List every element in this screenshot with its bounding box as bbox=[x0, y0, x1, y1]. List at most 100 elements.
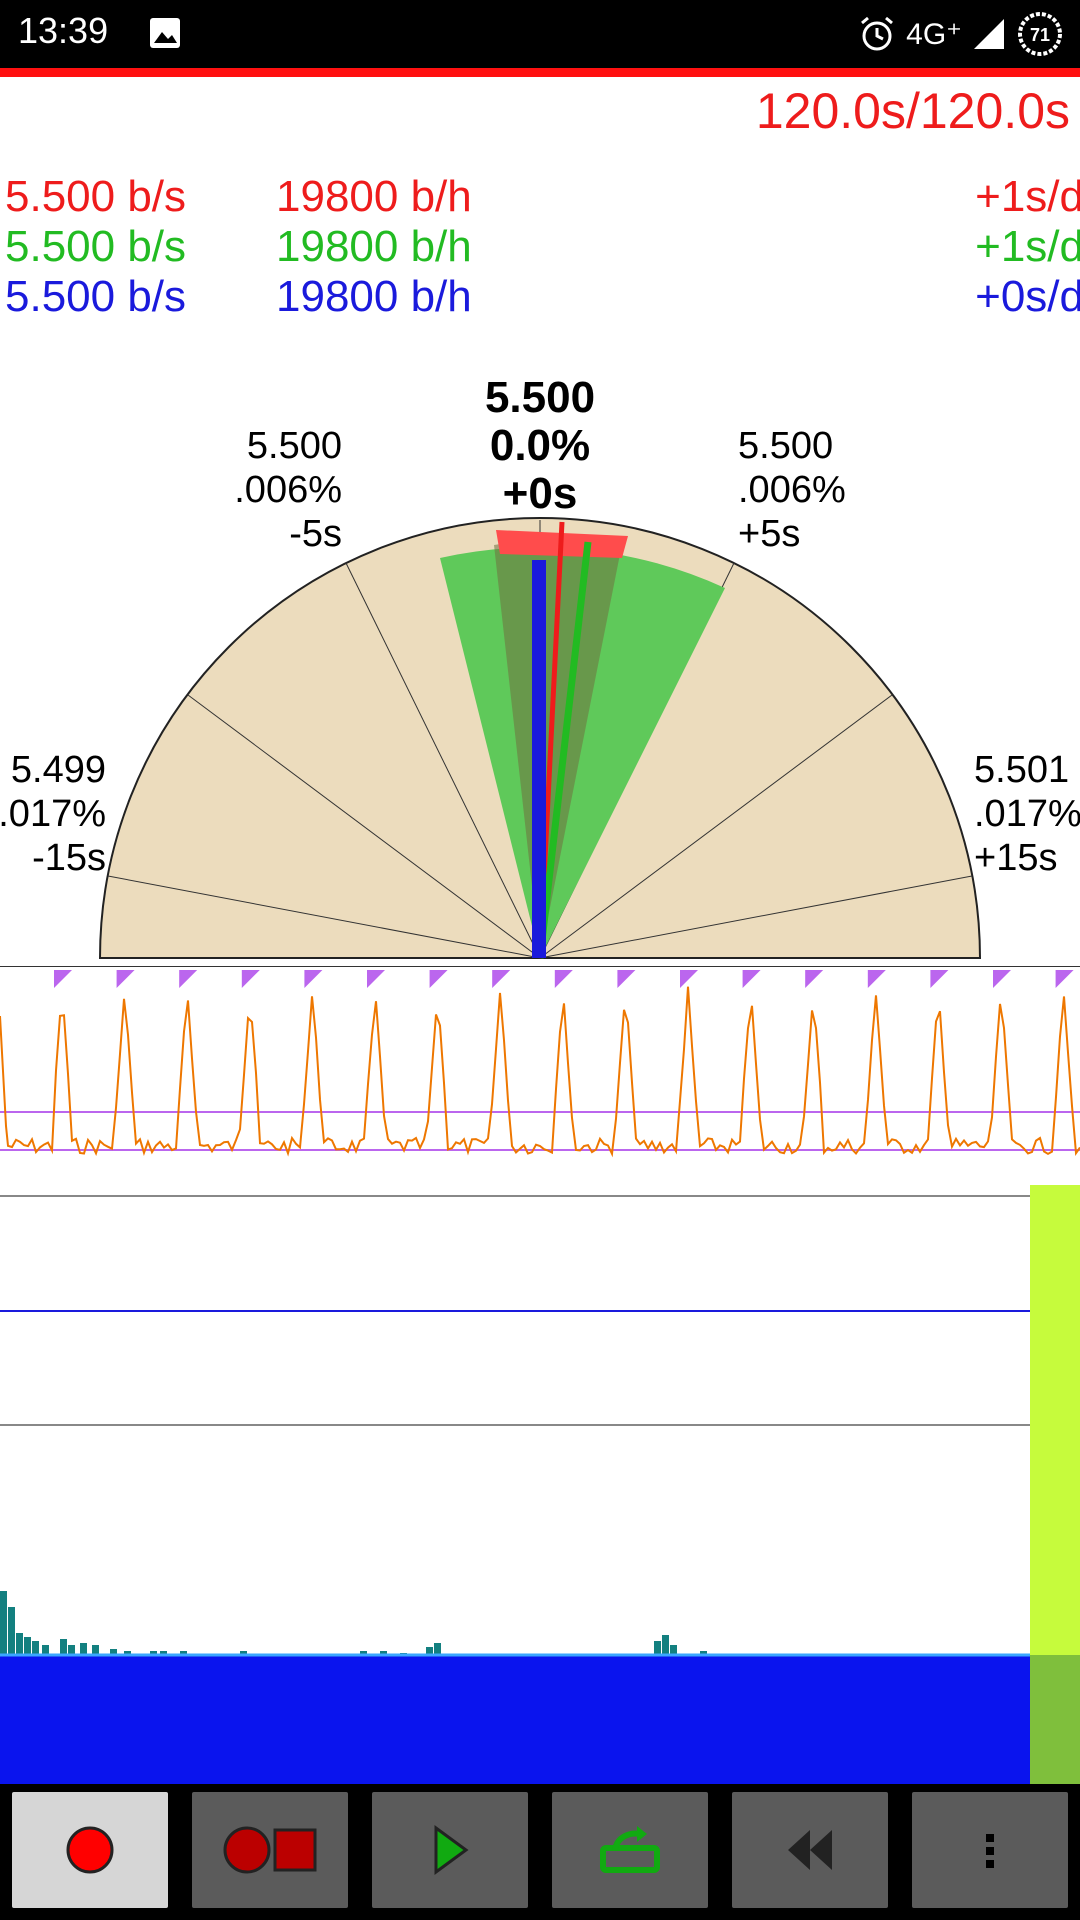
history-panel bbox=[0, 1185, 1080, 1785]
beats-per-second: 5.500 b/s bbox=[5, 172, 187, 221]
rate-row: 5.500 b/s 19800 b/h +0s/d bbox=[0, 272, 1080, 322]
image-notification-icon bbox=[150, 18, 180, 48]
beat-marker bbox=[179, 970, 198, 988]
side-indicator-low bbox=[1030, 1655, 1080, 1785]
record-icon bbox=[66, 1826, 114, 1874]
dial-right-mid-pct: .006% bbox=[738, 469, 846, 511]
beats-per-hour: 19800 b/h bbox=[276, 222, 472, 271]
dial-center-value: 5.500 bbox=[485, 373, 595, 422]
beat-marker bbox=[492, 970, 511, 988]
export-button[interactable] bbox=[552, 1792, 708, 1908]
battery-level: 71 bbox=[1030, 25, 1050, 45]
dial-right-mid-value: 5.500 bbox=[738, 425, 833, 467]
histogram-bar bbox=[80, 1643, 87, 1655]
more-icon bbox=[986, 1834, 994, 1868]
dial-right-low-offset: +15s bbox=[974, 837, 1057, 879]
histogram-bar bbox=[110, 1649, 117, 1655]
beat-marker bbox=[367, 970, 385, 988]
record-stop-button[interactable] bbox=[192, 1792, 348, 1908]
rewind-button[interactable] bbox=[732, 1792, 888, 1908]
histogram-bar bbox=[24, 1637, 31, 1655]
seconds-per-day: +1s/d bbox=[975, 222, 1080, 271]
histogram-bar bbox=[124, 1651, 131, 1655]
timer-progress-line bbox=[0, 68, 1080, 77]
status-time: 13:39 bbox=[18, 10, 109, 51]
beats-per-hour: 19800 b/h bbox=[276, 172, 472, 221]
histogram-bar bbox=[0, 1591, 7, 1655]
beat-marker bbox=[116, 970, 135, 988]
histogram-bar bbox=[150, 1651, 157, 1655]
rate-row: 5.500 b/s 19800 b/h +1s/d bbox=[0, 222, 1080, 272]
seconds-per-day: +1s/d bbox=[975, 172, 1080, 221]
more-button[interactable] bbox=[912, 1792, 1068, 1908]
beat-marker bbox=[241, 970, 260, 988]
histogram-bar bbox=[670, 1645, 677, 1655]
export-icon bbox=[600, 1826, 660, 1873]
beats-per-hour: 19800 b/h bbox=[276, 272, 472, 321]
histogram-bar bbox=[240, 1651, 247, 1655]
record-button[interactable] bbox=[12, 1792, 168, 1908]
rate-list: 5.500 b/s 19800 b/h +1s/d 5.500 b/s 1980… bbox=[0, 172, 1080, 322]
histogram-bar bbox=[180, 1651, 187, 1655]
histogram-bar bbox=[700, 1651, 707, 1655]
beat-marker bbox=[617, 970, 636, 988]
deviation-sector-inner bbox=[494, 539, 622, 958]
histogram-bar bbox=[654, 1641, 661, 1655]
record-stop-icon bbox=[223, 1826, 317, 1874]
beat-marker bbox=[805, 970, 824, 988]
beat-markers bbox=[54, 970, 1074, 988]
histogram-bar bbox=[60, 1639, 67, 1655]
dial-right-mid-offset: +5s bbox=[738, 513, 800, 555]
histogram-bar bbox=[160, 1651, 167, 1655]
play-icon bbox=[434, 1825, 469, 1875]
beats-per-second: 5.500 b/s bbox=[5, 222, 187, 271]
battery-icon: 71 bbox=[1018, 12, 1062, 56]
beat-marker bbox=[993, 970, 1011, 988]
beats-per-second: 5.500 b/s bbox=[5, 272, 187, 321]
beat-marker bbox=[54, 970, 72, 988]
histogram-bar bbox=[92, 1645, 99, 1655]
status-bar: 13:39 4G⁺ 71 bbox=[0, 0, 1080, 68]
histogram-bar bbox=[380, 1651, 387, 1655]
beat-marker bbox=[304, 970, 323, 988]
histogram-bar bbox=[426, 1647, 433, 1655]
trace-line bbox=[0, 986, 1080, 1158]
rate-dial: 5.500 0.0% +0s 5.500 .006% -5s 5.500 .00… bbox=[0, 373, 1080, 959]
rate-row: 5.500 b/s 19800 b/h +1s/d bbox=[0, 172, 1080, 222]
histogram-bar bbox=[32, 1641, 39, 1655]
dial-left-low-offset: -15s bbox=[32, 837, 106, 879]
histogram-bar bbox=[662, 1635, 669, 1655]
beat-marker bbox=[1055, 970, 1074, 988]
seconds-per-day: +0s/d bbox=[975, 272, 1080, 321]
dial-right-low-value: 5.501 bbox=[974, 749, 1069, 791]
dial-right-low-pct: .017% bbox=[974, 793, 1080, 835]
histogram bbox=[0, 1591, 707, 1655]
toolbar bbox=[0, 1784, 1080, 1920]
rewind-icon bbox=[788, 1830, 832, 1870]
dial-left-low-pct: .017% bbox=[0, 793, 106, 835]
waveform-trace bbox=[0, 966, 1080, 1197]
beat-marker bbox=[554, 970, 573, 988]
beat-marker bbox=[930, 970, 949, 988]
blue-needle bbox=[532, 560, 546, 958]
dial-left-mid-offset: -5s bbox=[289, 513, 342, 555]
play-button[interactable] bbox=[372, 1792, 528, 1908]
green-needle bbox=[536, 541, 592, 959]
signal-icon bbox=[974, 19, 1004, 49]
histogram-bar bbox=[42, 1645, 49, 1655]
beat-marker bbox=[742, 970, 761, 988]
histogram-bar bbox=[16, 1633, 23, 1655]
beat-marker bbox=[680, 970, 698, 988]
alarm-icon bbox=[861, 16, 894, 51]
dial-center-pct: 0.0% bbox=[490, 421, 590, 470]
dial-left-mid-value: 5.500 bbox=[247, 425, 342, 467]
beat-marker bbox=[429, 970, 448, 988]
network-type: 4G⁺ bbox=[906, 17, 962, 51]
histogram-bar bbox=[360, 1651, 367, 1655]
timer-readout: 120.0s/120.0s bbox=[755, 83, 1070, 139]
histogram-bar bbox=[68, 1645, 75, 1655]
beat-marker bbox=[867, 970, 886, 988]
bottom-band bbox=[0, 1655, 1030, 1785]
dial-left-mid-pct: .006% bbox=[234, 469, 342, 511]
histogram-bar bbox=[434, 1643, 441, 1655]
